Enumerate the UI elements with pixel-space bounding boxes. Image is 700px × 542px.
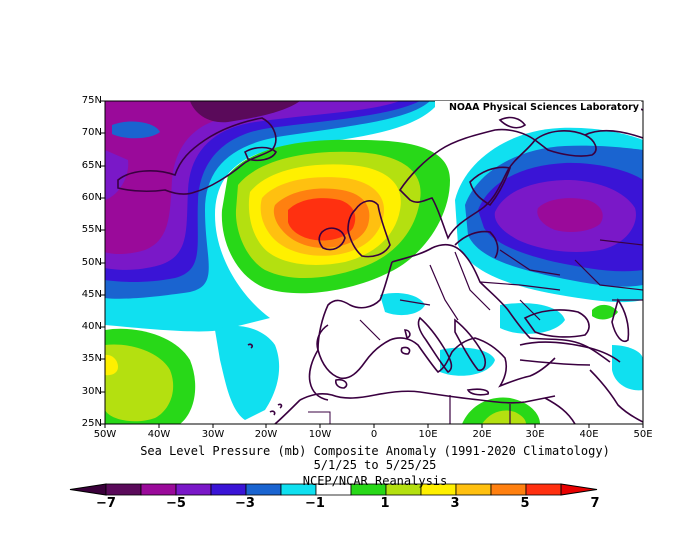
lat-label: 50N [81,257,102,268]
europe-coast [317,243,611,388]
italy-coast [417,316,453,374]
contour-nw-neg6 [190,101,300,123]
red-sea-coast [544,369,643,424]
contour-med-1 [380,293,425,316]
contour-med-2 [440,347,495,376]
contour-nw-neg2b [112,121,160,139]
colorbar-tick-label: −3 [235,496,255,511]
lat-label: 25N [81,418,102,429]
lon-label: 50W [93,429,117,440]
lon-label: 10W [308,429,332,440]
map-title: Sea Level Pressure (mb) Composite Anomal… [140,444,610,458]
islands [247,329,490,416]
contour-high-6 [288,198,356,241]
colorbar-tick-label: −5 [166,496,186,511]
britain-coast [347,200,391,258]
arctic-coast [584,129,643,139]
balkan-coast [454,318,487,372]
kola-coast [533,130,597,157]
contour-sw-high-3 [105,354,118,376]
colorbar-tick-label: −7 [96,496,116,511]
lat-label: 35N [81,353,102,364]
caspian-coast [611,298,630,342]
lon-label: 20E [472,429,492,440]
colorbar-high-arrow [560,483,598,496]
turkey-coast [519,341,621,366]
lat-label: 45N [81,289,102,300]
lat-label: 30N [81,386,102,397]
lat-label: 40N [81,321,102,332]
data-source: NCEP/NCAR Reanalysis [302,474,448,488]
lon-label: 0 [370,429,378,440]
anomaly-field [105,101,643,424]
contour-med-4 [612,345,643,391]
axis-ticks [101,100,644,428]
contour-sw-high-2 [105,344,174,422]
lon-label: 10E [418,429,438,440]
colorbar-tick-label: 5 [520,496,530,511]
black-sea-coast [523,309,590,338]
lat-label: 65N [81,160,102,171]
contour-east-neg5 [537,198,603,232]
contour-s-high-2 [482,410,526,424]
lon-label: 50E [633,429,653,440]
colorbar-tick-label: 1 [380,496,390,511]
lon-label: 30E [525,429,545,440]
iberia-coast [308,324,329,401]
scandinavia-coast [398,128,537,240]
colorbar [69,483,598,496]
date-range: 5/1/25 to 5/25/25 [313,458,437,472]
africa-coast [274,390,556,424]
contour-east-high [592,304,618,320]
ireland-coast [318,227,346,251]
morocco-box [308,411,331,424]
contour-sw-1 [215,325,280,420]
lat-label: 55N [81,224,102,235]
iceland-coast [243,146,277,162]
baltic-coast [454,230,499,259]
credit-label: NOAA Physical Sciences Laboratory [435,101,641,114]
country-borders [359,239,643,424]
lon-label: 20W [254,429,278,440]
finland-coast [469,166,512,207]
lon-label: 40W [147,429,171,440]
colorbar-tick-label: 7 [590,496,600,511]
lat-label: 75N [81,95,102,106]
contour-nw-neg5 [105,101,300,254]
svalbard-coast [498,116,527,129]
lon-label: 40E [579,429,599,440]
lat-label: 70N [81,127,102,138]
colorbar-tick-label: −1 [305,496,325,511]
colorbar-tick-label: 3 [450,496,460,511]
lon-label: 30W [201,429,225,440]
lat-label: 60N [81,192,102,203]
coastlines [117,102,643,424]
